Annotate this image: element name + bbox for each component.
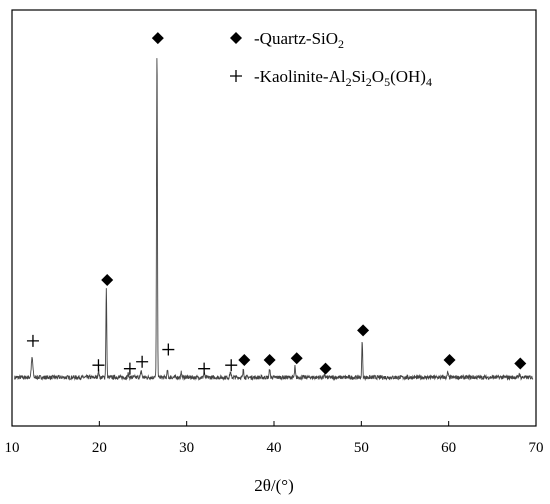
legend-label-1: -Kaolinite-Al2Si2O5(OH)4 — [254, 67, 432, 89]
x-tick-label-30: 30 — [179, 440, 194, 456]
x-tick-label-70: 70 — [529, 440, 544, 456]
x-tick-label-10: 10 — [5, 440, 20, 456]
kaolinite-marker-0 — [26, 334, 39, 347]
x-tick-label-20: 20 — [92, 440, 107, 456]
x-tick-label-60: 60 — [441, 440, 456, 456]
kaolinite-marker-8 — [225, 359, 238, 372]
x-tick-label-50: 50 — [354, 440, 369, 456]
quartz-marker-12 — [319, 362, 332, 375]
quartz-marker-9 — [238, 353, 251, 366]
quartz-marker-11 — [290, 352, 303, 365]
quartz-marker-15 — [514, 357, 527, 370]
x-tick-label-40: 40 — [267, 440, 282, 456]
kaolinite-marker-4 — [136, 355, 149, 368]
kaolinite-marker-3 — [123, 362, 136, 375]
xrd-pattern-line — [14, 58, 534, 382]
kaolinite-marker-6 — [162, 343, 175, 356]
peak-markers — [26, 32, 527, 375]
quartz-marker-14 — [443, 353, 456, 366]
quartz-marker-5 — [151, 32, 164, 45]
x-axis-ticks: 10 20 30 40 50 60 70 — [5, 421, 544, 456]
legend-label-0: -Quartz-SiO2 — [254, 29, 344, 51]
quartz-marker-10 — [263, 353, 276, 366]
quartz-marker-2 — [101, 273, 114, 286]
x-axis-title: 2θ/(°) — [254, 476, 294, 495]
quartz-marker-13 — [357, 324, 370, 337]
legend: -Quartz-SiO2 -Kaolinite-Al2Si2O5(OH)4 — [230, 29, 432, 89]
kaolinite-marker-1 — [92, 359, 105, 372]
kaolinite-marker-7 — [198, 362, 211, 375]
legend-kaolinite-marker — [230, 70, 242, 82]
legend-quartz-marker — [230, 32, 242, 44]
